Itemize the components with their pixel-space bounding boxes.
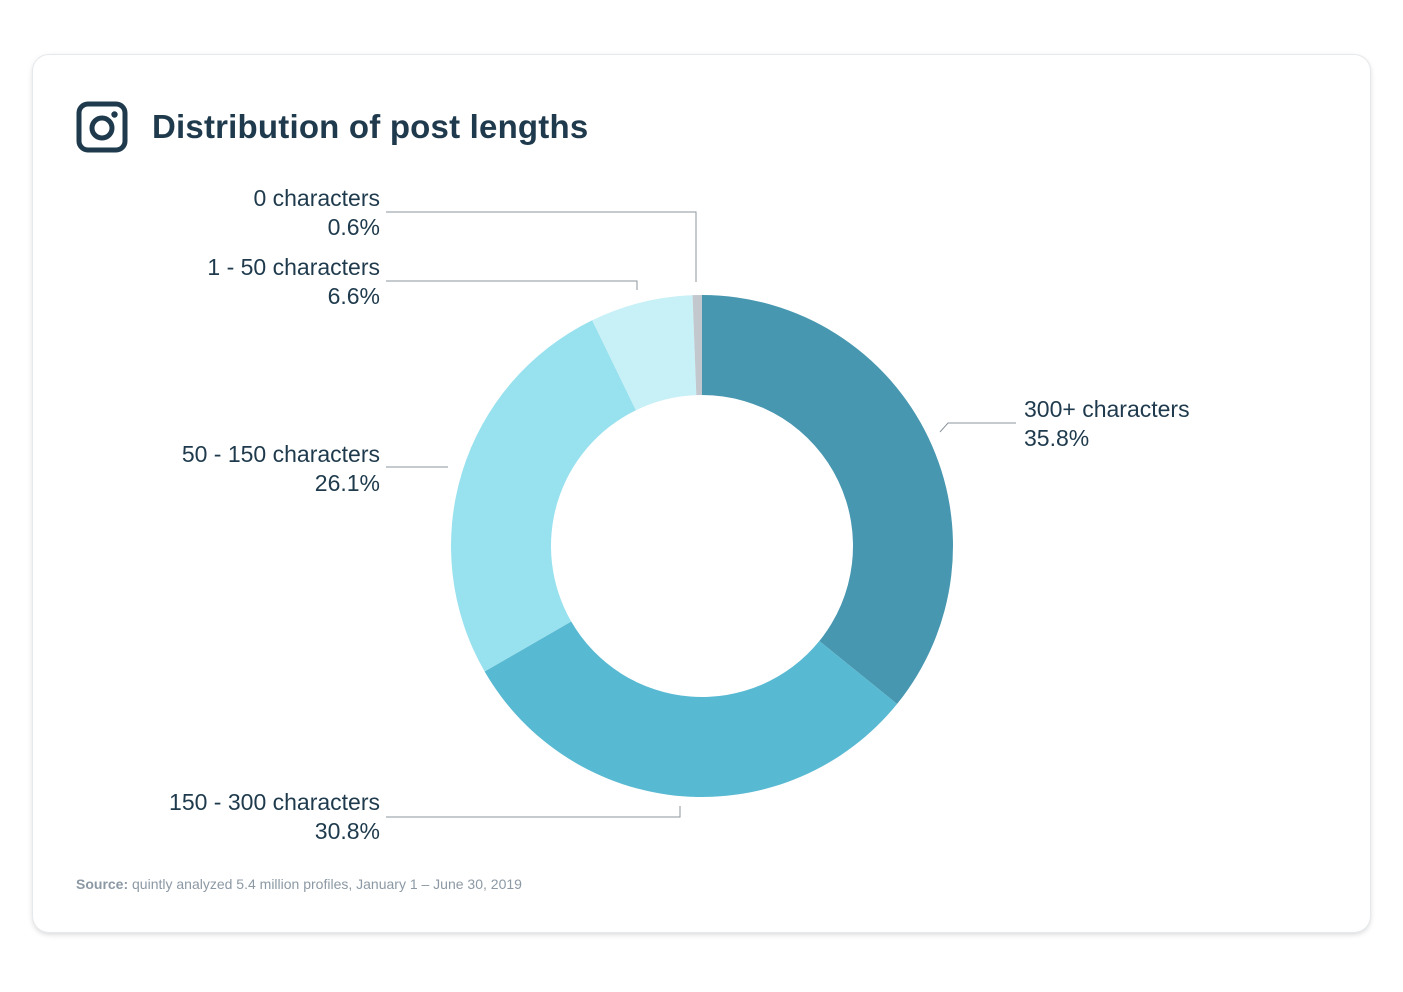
- header: Distribution of post lengths: [76, 100, 588, 154]
- slice-label: 150 - 300 characters: [169, 789, 380, 815]
- donut-slice: [592, 295, 697, 411]
- slice-value: 30.8%: [315, 818, 380, 844]
- slice-value: 35.8%: [1024, 425, 1089, 451]
- donut-slice: [692, 295, 702, 396]
- donut-slice: [702, 295, 954, 704]
- leader-line: [386, 211, 697, 282]
- slice-value: 0.6%: [328, 214, 380, 240]
- slice-value: 26.1%: [315, 470, 380, 496]
- donut-slice: [484, 621, 898, 797]
- slice-label: 300+ characters: [1024, 396, 1190, 422]
- instagram-icon: [76, 101, 128, 153]
- source-label: Source:: [76, 876, 129, 892]
- slice-label: 0 characters: [253, 185, 380, 211]
- page-title: Distribution of post lengths: [152, 108, 589, 145]
- source-text: quintly analyzed 5.4 million profiles, J…: [128, 876, 522, 892]
- source-note: Source: quintly analyzed 5.4 million pro…: [76, 876, 522, 892]
- leader-line: [386, 280, 638, 290]
- slice-label: 1 - 50 characters: [207, 254, 380, 280]
- slice-label: 50 - 150 characters: [182, 441, 380, 467]
- slice-value: 6.6%: [328, 283, 380, 309]
- leader-line: [939, 422, 1016, 433]
- donut-slice: [451, 320, 636, 672]
- leader-line: [386, 806, 681, 818]
